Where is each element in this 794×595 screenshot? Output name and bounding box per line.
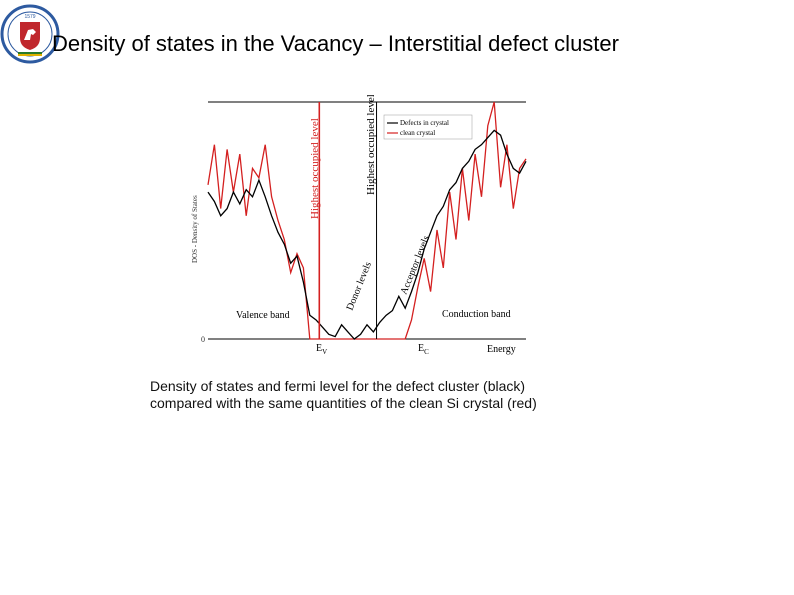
x-marker-ec: EC <box>418 343 429 356</box>
knight-icon <box>24 29 36 40</box>
logo-year: 1579 <box>24 14 35 20</box>
legend-box <box>383 114 473 140</box>
figure-caption: Density of states and fermi level for th… <box>150 378 670 412</box>
annotation-acceptor-levels: Acceptor levels <box>399 234 433 296</box>
vline-label-black: Highest occupied level <box>365 95 377 195</box>
logo-bar-green <box>18 52 42 54</box>
vline-label-red: Highest occupied level <box>309 118 321 219</box>
y-axis-label: DOS - Density of States <box>191 195 199 263</box>
logo-bar-yellow <box>18 54 42 56</box>
series-clean-crystal <box>207 101 527 340</box>
y-tick-zero: 0 <box>201 335 205 344</box>
x-marker-ev: EV <box>316 343 327 356</box>
x-axis-label: Energy <box>487 344 516 355</box>
slide-title: Density of states in the Vacancy – Inter… <box>52 31 619 56</box>
legend-label-defects: Defects in crystal <box>400 119 449 127</box>
legend-label-clean: clean crystal <box>400 129 435 137</box>
annotation-conduction-band: Conduction band <box>442 309 511 320</box>
series-defects-in-crystal <box>207 129 527 340</box>
annotation-valence-band: Valence band <box>236 310 290 321</box>
dos-chart: DOS - Density of States 0 Highest occupi… <box>191 95 527 356</box>
caption-line-1: Density of states and fermi level for th… <box>150 378 526 394</box>
annotation-donor-levels: Donor levels <box>345 260 374 312</box>
caption-line-2: compared with the same quantities of the… <box>150 395 537 411</box>
university-logo: 1579 <box>0 0 62 72</box>
